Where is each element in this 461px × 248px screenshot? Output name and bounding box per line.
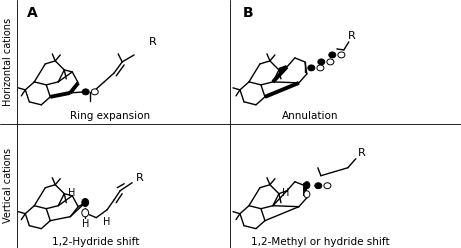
Text: 1,2-Hydride shift: 1,2-Hydride shift xyxy=(52,237,139,247)
Ellipse shape xyxy=(82,89,89,95)
Ellipse shape xyxy=(324,183,331,189)
Text: B: B xyxy=(242,6,253,20)
Ellipse shape xyxy=(82,209,89,217)
Text: Vertical cations: Vertical cations xyxy=(3,148,13,223)
Ellipse shape xyxy=(318,59,325,65)
Text: H: H xyxy=(82,219,89,229)
Text: R: R xyxy=(136,173,144,183)
Ellipse shape xyxy=(304,182,310,189)
Ellipse shape xyxy=(82,198,89,207)
Text: H: H xyxy=(282,188,290,198)
Ellipse shape xyxy=(329,52,336,58)
Ellipse shape xyxy=(91,89,98,95)
Text: H: H xyxy=(68,188,75,198)
Ellipse shape xyxy=(317,65,324,71)
Text: R: R xyxy=(358,148,366,158)
Text: Ring expansion: Ring expansion xyxy=(70,111,150,121)
Text: H: H xyxy=(102,217,110,227)
Text: A: A xyxy=(27,6,38,20)
Ellipse shape xyxy=(327,59,334,65)
Ellipse shape xyxy=(304,191,310,198)
Text: 1,2-Methyl or hydride shift: 1,2-Methyl or hydride shift xyxy=(250,237,389,247)
Text: R: R xyxy=(348,31,356,41)
Ellipse shape xyxy=(315,183,322,189)
Ellipse shape xyxy=(308,65,315,71)
Text: Annulation: Annulation xyxy=(282,111,338,121)
Ellipse shape xyxy=(338,52,345,58)
Text: R: R xyxy=(149,37,157,47)
Text: Horizontal cations: Horizontal cations xyxy=(3,18,13,106)
